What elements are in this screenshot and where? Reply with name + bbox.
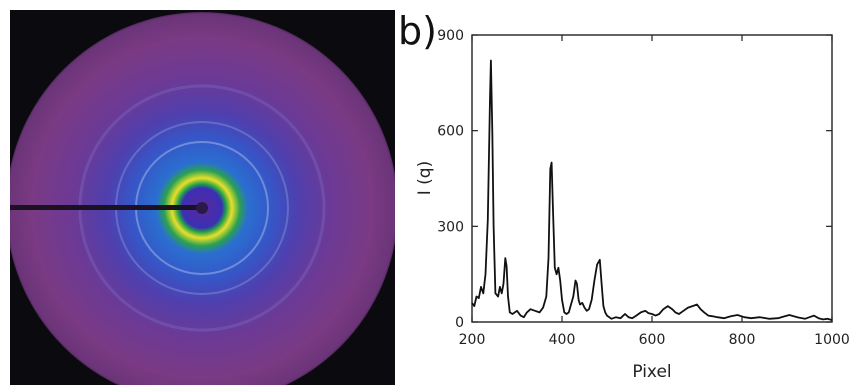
x-tick-label: 1000 bbox=[814, 332, 850, 348]
plot-frame bbox=[471, 34, 833, 323]
beamstop bbox=[196, 202, 208, 214]
y-axis-ticks: 0 300 600 900 bbox=[437, 28, 832, 331]
x-tick-label: 600 bbox=[639, 332, 666, 348]
series-line bbox=[471, 59, 833, 321]
y-tick-label: 600 bbox=[437, 124, 464, 140]
y-axis-label: I (q) bbox=[415, 161, 435, 195]
diffraction-rings bbox=[10, 12, 395, 385]
x-tick-label: 200 bbox=[459, 332, 486, 348]
x-tick-label: 400 bbox=[549, 332, 576, 348]
x-tick-label: 800 bbox=[729, 332, 756, 348]
y-tick-label: 900 bbox=[437, 28, 464, 44]
x-axis-ticks: 200 400 600 800 1000 bbox=[459, 35, 850, 348]
y-tick-label: 0 bbox=[455, 315, 464, 331]
diffraction-pattern-image bbox=[10, 10, 395, 385]
panel-b-label: b) bbox=[398, 9, 437, 53]
beamstop-arm bbox=[10, 205, 202, 210]
y-tick-label: 300 bbox=[437, 219, 464, 235]
x-axis-label: Pixel bbox=[632, 362, 671, 382]
